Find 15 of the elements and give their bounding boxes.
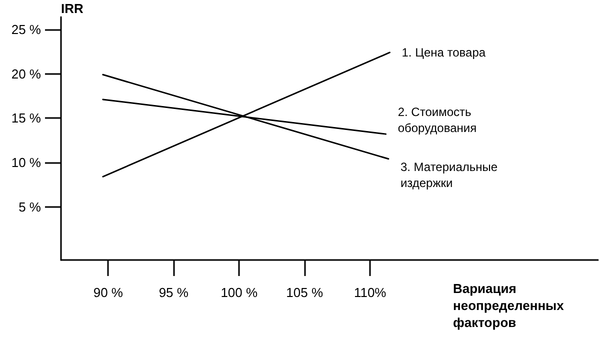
x-tick-label: 100 % [220, 285, 258, 300]
x-tick-label: 90 % [93, 285, 124, 300]
y-tick-label: 15 % [11, 110, 42, 126]
series-label: 2. Стоимость оборудования [398, 105, 477, 136]
y-axis-title: IRR [61, 1, 84, 16]
x-axis-title: Вариация неопределенных факторов [453, 281, 568, 330]
y-tick-label: 20 % [11, 66, 42, 82]
x-tick-label: 110% [354, 285, 387, 300]
y-tick-label: 25 % [11, 22, 42, 37]
series-label: 3. Материальные издержки [400, 160, 501, 190]
x-tick-label: 95 % [158, 285, 189, 300]
y-tick-label: 10 % [11, 154, 42, 170]
y-tick-label: 5 % [18, 199, 42, 214]
x-tick-label: 105 % [286, 285, 324, 300]
series-label: 1. Цена товара [402, 45, 486, 60]
